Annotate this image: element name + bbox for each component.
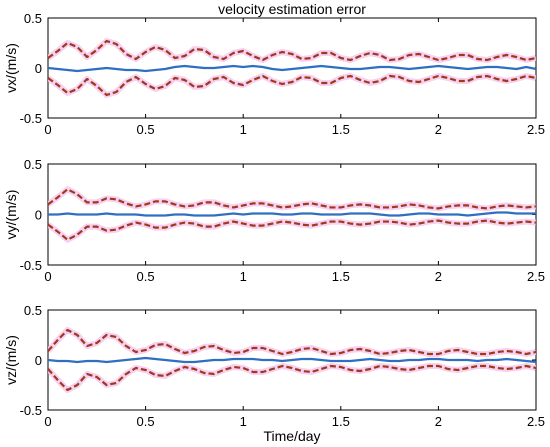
vx-xtick-label: 1.5 bbox=[332, 122, 350, 137]
vy-upper-bound-halo bbox=[48, 186, 536, 212]
vx-series-group bbox=[48, 38, 536, 98]
vz-ylabel: vz/(m/s) bbox=[3, 335, 19, 385]
vy-xtick-label: 0.5 bbox=[137, 269, 155, 284]
vx-upper-bound-line bbox=[48, 39, 536, 62]
vy-subplot: 0 0.5 1 1.5 2 2.50.50-0.5vy/(m/s) bbox=[3, 157, 545, 284]
vz-xtick-label: 2.5 bbox=[527, 414, 545, 429]
vy-ytick-label: 0 bbox=[35, 208, 42, 223]
vz-xtick-label: 1 bbox=[240, 414, 247, 429]
vy-ytick-label: -0.5 bbox=[20, 258, 42, 273]
vz-series-group bbox=[48, 327, 536, 393]
vz-xtick-label: 1.5 bbox=[332, 414, 350, 429]
vx-xtick-label: 2.5 bbox=[527, 122, 545, 137]
vz-ytick-label: 0.5 bbox=[24, 303, 42, 318]
figure-title: velocity estimation error bbox=[218, 1, 366, 17]
vx-xtick-label: 0 bbox=[44, 122, 51, 137]
vz-ytick-label: 0 bbox=[35, 353, 42, 368]
subplot-stack: 0 0.5 1 1.5 2 2.50.50-0.5vx/(m/s)0 0.5 1 1.5 2 2.5… bbox=[3, 11, 545, 429]
vx-ytick-label: 0.5 bbox=[24, 11, 42, 26]
vx-estimate-line bbox=[48, 64, 536, 73]
vy-upper-bound-line bbox=[48, 188, 536, 210]
vx-ytick-label: -0.5 bbox=[20, 111, 42, 126]
vy-estimate-line bbox=[48, 211, 536, 217]
vz-lower-bound-line bbox=[48, 364, 536, 392]
vz-subplot: 0 0.5 1 1.5 2 2.50.50-0.5vz/(m/s) bbox=[3, 303, 545, 429]
x-axis-label: Time/day bbox=[263, 428, 320, 444]
vx-xtick-label: 0.5 bbox=[137, 122, 155, 137]
vx-xtick-label: 2 bbox=[435, 122, 442, 137]
vy-lower-bound-halo bbox=[48, 217, 536, 243]
vy-lower-bound-line bbox=[48, 219, 536, 241]
vz-upper-bound-line bbox=[48, 328, 536, 356]
vy-xtick-label: 2.5 bbox=[527, 269, 545, 284]
vy-xtick-label: 0 bbox=[44, 269, 51, 284]
vy-xtick-label: 1.5 bbox=[332, 269, 350, 284]
vz-ytick-label: -0.5 bbox=[20, 403, 42, 418]
vy-ylabel: vy/(m/s) bbox=[3, 190, 19, 240]
vz-xtick-label: 0.5 bbox=[137, 414, 155, 429]
vy-xtick-label: 2 bbox=[435, 269, 442, 284]
vx-lower-bound-line bbox=[48, 74, 536, 97]
vz-estimate-line bbox=[48, 356, 536, 364]
vy-xtick-label: 1 bbox=[240, 269, 247, 284]
vx-ylabel: vx/(m/s) bbox=[3, 43, 19, 93]
vx-subplot: 0 0.5 1 1.5 2 2.50.50-0.5vx/(m/s) bbox=[3, 11, 545, 137]
vx-xtick-label: 1 bbox=[240, 122, 247, 137]
vz-xtick-label: 0 bbox=[44, 414, 51, 429]
vx-ytick-label: 0 bbox=[35, 61, 42, 76]
vz-xtick-label: 2 bbox=[435, 414, 442, 429]
vy-ytick-label: 0.5 bbox=[24, 157, 42, 172]
vy-series-group bbox=[48, 186, 536, 243]
